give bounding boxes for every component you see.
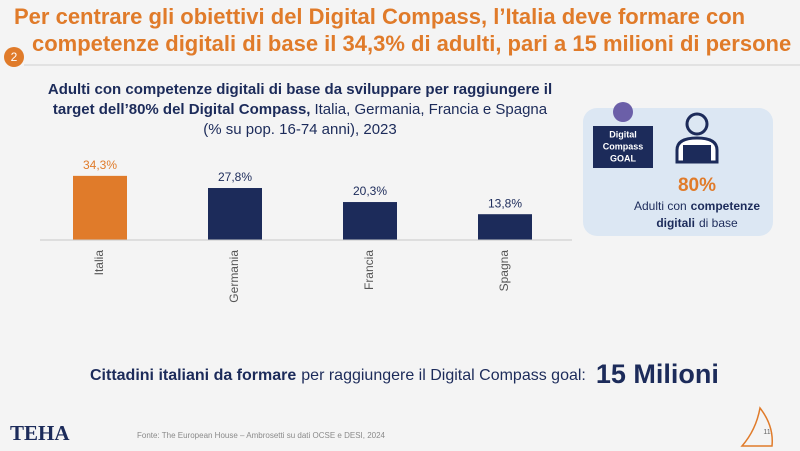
goal-text-part: digitali (656, 216, 695, 230)
summary-bold: Cittadini italiani da formare (90, 367, 296, 384)
value-label: 20,3% (353, 184, 387, 198)
bar (478, 214, 532, 240)
goal-value: 80% (678, 175, 716, 196)
bar (73, 175, 127, 240)
goal-text: Adulti con competenze (634, 199, 760, 213)
chart-title: target dell’80% del Digital Compass, Ital… (53, 101, 548, 118)
goal-text-part: competenze (691, 199, 761, 213)
value-label: 34,3% (83, 158, 117, 172)
goal-text-part: di base (699, 216, 738, 230)
goal-icon (613, 102, 633, 122)
page-number: 11 (763, 429, 770, 436)
chart-subtitle: (% su pop. 16-74 anni), 2023 (203, 121, 396, 138)
bar-chart: 34,3% Italia 27,8% Germania 20,3% Francia 13,8… (73, 158, 532, 303)
source: Fonte: The European House – Ambrosetti s… (137, 431, 386, 440)
summary-figure: 15 Milioni (596, 359, 719, 389)
goal-badge-text: Compass (603, 141, 644, 151)
value-label: 27,8% (218, 170, 252, 184)
chart-title-bold: target dell’80% del Digital Compass, (53, 101, 311, 118)
sail-logo (740, 406, 773, 447)
summary: Cittadini italiani da formare per raggiun… (90, 359, 719, 389)
chart-title-rest: Italia, Germania, Francia e Spagna (314, 101, 547, 118)
person-icon (675, 112, 719, 164)
chart-title: Adulti con competenze digitali di base d… (48, 81, 552, 98)
logo: TEHA (10, 421, 70, 445)
category-label: Spagna (497, 250, 511, 292)
category-label: Italia (92, 250, 106, 276)
goal-badge-text: Digital (609, 129, 637, 139)
value-label: 13,8% (488, 196, 522, 210)
badge (4, 47, 24, 67)
slide-title: Per centrare gli obiettivi del Digital C… (14, 4, 745, 29)
category-label: Germania (227, 250, 241, 303)
goal-badge-text: GOAL (610, 153, 637, 163)
goal-badge (593, 126, 653, 168)
goal-text-part: Adulti con (634, 199, 687, 213)
goal-text: digitali di base (656, 216, 738, 230)
category-label: Francia (362, 250, 376, 290)
bar (343, 202, 397, 240)
slide-title: competenze digitali di base il 34,3% di … (32, 31, 791, 56)
badge-number: 2 (11, 50, 18, 64)
summary-rest: per raggiungere il Digital Compass goal: (301, 367, 586, 384)
bar (208, 188, 262, 240)
